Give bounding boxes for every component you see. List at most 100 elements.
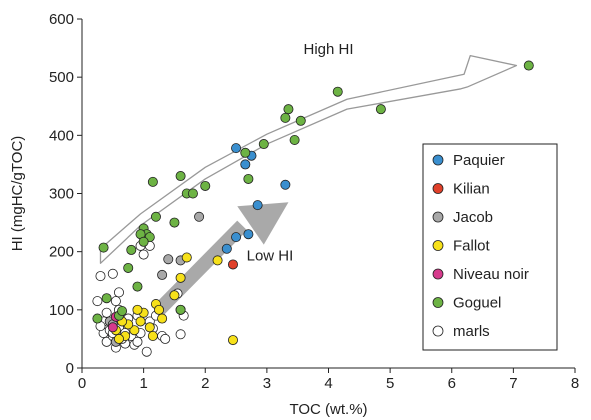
point-fallot bbox=[144, 322, 155, 333]
point-paquier bbox=[280, 179, 291, 190]
point-jacob bbox=[157, 269, 168, 280]
y-tick-label: 500 bbox=[49, 69, 74, 86]
point-goguel bbox=[98, 242, 109, 253]
legend-label-goguel: Goguel bbox=[453, 295, 501, 312]
legend-marker-niveau-noir bbox=[432, 268, 444, 280]
point-goguel bbox=[200, 180, 211, 191]
point-marls bbox=[138, 249, 149, 260]
point-goguel bbox=[101, 293, 112, 304]
legend-label-jacob: Jacob bbox=[453, 209, 493, 226]
x-tick-label: 2 bbox=[201, 375, 209, 392]
point-fallot bbox=[154, 304, 165, 315]
point-paquier bbox=[240, 159, 251, 170]
point-goguel bbox=[147, 176, 158, 187]
point-marls bbox=[107, 268, 118, 279]
legend-marker-jacob bbox=[432, 211, 444, 223]
x-tick-label: 6 bbox=[448, 375, 456, 392]
x-tick-label: 3 bbox=[263, 375, 271, 392]
legend-marker-goguel bbox=[432, 297, 444, 308]
point-paquier bbox=[243, 229, 254, 240]
point-fallot bbox=[113, 333, 124, 344]
point-marls bbox=[110, 296, 121, 307]
point-fallot bbox=[129, 325, 140, 336]
data-points bbox=[92, 60, 534, 357]
point-marls bbox=[113, 287, 124, 298]
point-fallot bbox=[147, 331, 158, 342]
point-fallot bbox=[157, 313, 168, 324]
legend-marker-paquier bbox=[432, 154, 444, 166]
low-hi-arrow-head bbox=[237, 202, 289, 245]
y-tick-label: 400 bbox=[49, 127, 74, 144]
point-goguel bbox=[138, 236, 149, 247]
x-tick-label: 1 bbox=[139, 375, 147, 392]
legend: Paquier Kilian Jacob Fallot Niveau noir Gogue… bbox=[422, 143, 558, 351]
x-tick-label: 5 bbox=[386, 375, 394, 392]
point-fallot bbox=[227, 335, 238, 346]
annotation-high-hi: High HI bbox=[303, 41, 353, 58]
x-tick-label: 7 bbox=[509, 375, 517, 392]
point-jacob bbox=[194, 211, 205, 222]
x-tick-label: 4 bbox=[324, 375, 332, 392]
legend-label-paquier: Paquier bbox=[453, 152, 505, 169]
point-marls bbox=[92, 296, 103, 307]
y-tick-label: 100 bbox=[49, 302, 74, 319]
point-goguel bbox=[175, 171, 186, 182]
legend-marker-fallot bbox=[432, 240, 444, 251]
x-axis-label: TOC (wt.%) bbox=[289, 401, 367, 418]
point-niveau-noir bbox=[107, 322, 118, 333]
point-goguel bbox=[243, 173, 254, 184]
legend-box bbox=[422, 143, 558, 351]
point-marls bbox=[101, 307, 112, 318]
point-paquier bbox=[221, 243, 232, 254]
point-goguel bbox=[169, 217, 180, 228]
point-goguel bbox=[280, 112, 291, 123]
point-goguel bbox=[92, 313, 103, 324]
point-marls bbox=[132, 336, 143, 347]
point-goguel bbox=[283, 104, 294, 115]
x-tick-label: 8 bbox=[571, 375, 579, 392]
annotation-low-hi: Low HI bbox=[247, 247, 294, 264]
legend-label-niveau-noir: Niveau noir bbox=[453, 266, 529, 283]
y-tick-label: 0 bbox=[66, 360, 74, 377]
x-tick-label: 0 bbox=[78, 375, 86, 392]
point-marls bbox=[95, 271, 106, 282]
point-paquier bbox=[252, 200, 263, 211]
point-goguel bbox=[240, 147, 251, 158]
point-goguel bbox=[332, 86, 343, 97]
point-goguel bbox=[295, 115, 306, 126]
point-goguel bbox=[523, 60, 534, 71]
legend-marker-kilian bbox=[432, 183, 444, 194]
point-fallot bbox=[175, 272, 186, 283]
legend-marker-marls bbox=[432, 325, 444, 337]
point-goguel bbox=[123, 262, 134, 273]
y-axis-label: HI (mgHC/gTOC) bbox=[9, 136, 26, 252]
point-marls bbox=[160, 333, 171, 344]
point-goguel bbox=[117, 305, 128, 316]
point-goguel bbox=[126, 244, 137, 255]
legend-label-marls: marls bbox=[453, 323, 490, 340]
legend-label-kilian: Kilian bbox=[453, 181, 490, 198]
point-goguel bbox=[375, 104, 386, 115]
point-fallot bbox=[169, 290, 180, 301]
axes: 0 1 2 3 4 5 6 7 8 0 100 200 300 400 500 600 bbox=[49, 11, 579, 392]
point-goguel bbox=[175, 304, 186, 315]
y-tick-label: 300 bbox=[49, 186, 74, 203]
y-tick-label: 600 bbox=[49, 11, 74, 28]
point-paquier bbox=[231, 143, 242, 154]
point-paquier bbox=[231, 232, 242, 243]
point-kilian bbox=[227, 259, 238, 270]
point-jacob bbox=[163, 254, 174, 265]
legend-label-fallot: Fallot bbox=[453, 238, 491, 255]
y-tick-label: 200 bbox=[49, 244, 74, 261]
point-fallot bbox=[132, 304, 143, 315]
point-goguel bbox=[258, 139, 269, 150]
point-fallot bbox=[135, 316, 146, 327]
point-marls bbox=[141, 346, 152, 357]
point-goguel bbox=[187, 188, 198, 199]
annotations: High HI Low HI bbox=[247, 41, 354, 264]
point-marls bbox=[175, 329, 186, 340]
point-fallot bbox=[212, 255, 223, 266]
point-goguel bbox=[289, 134, 300, 145]
point-fallot bbox=[181, 252, 192, 263]
